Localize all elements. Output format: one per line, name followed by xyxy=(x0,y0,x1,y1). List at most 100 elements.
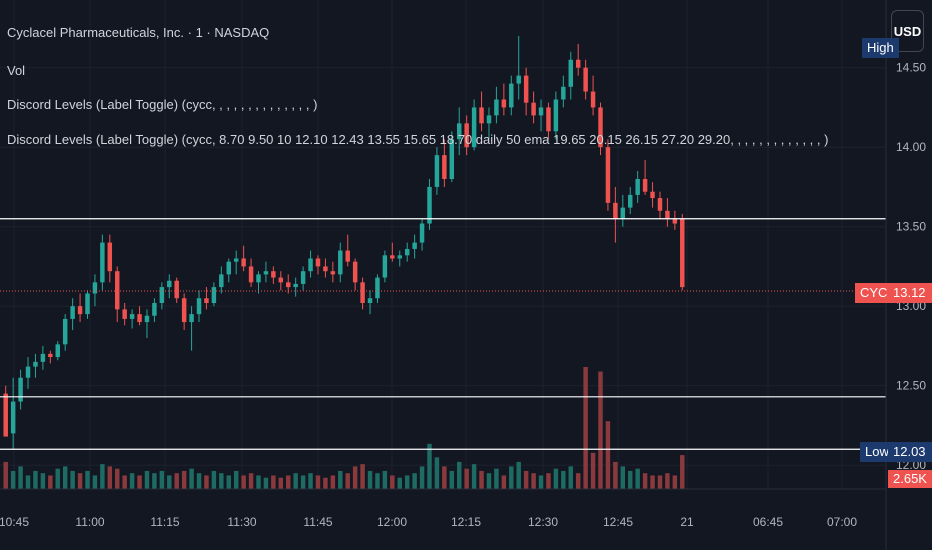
volume-bar xyxy=(241,475,246,489)
volume-bar xyxy=(248,473,254,489)
volume-bar xyxy=(419,466,425,489)
candle-body xyxy=(509,83,514,108)
chart-grid xyxy=(0,0,886,489)
volume-bars xyxy=(3,367,685,489)
candle-body xyxy=(419,223,425,243)
volume-bar xyxy=(575,473,581,489)
candle-body xyxy=(144,315,150,323)
candle-body xyxy=(233,258,239,262)
volume-bar xyxy=(189,468,194,489)
volume-bar xyxy=(457,461,462,489)
volume-bar xyxy=(613,461,618,489)
volume-bar xyxy=(115,468,120,489)
candle-body xyxy=(412,242,417,249)
candle-body xyxy=(40,353,46,362)
time-tick-label: 11:45 xyxy=(303,515,332,529)
volume-bar xyxy=(501,475,507,489)
candle-body xyxy=(672,218,678,224)
volume-bar xyxy=(546,473,551,489)
time-tick-label: 12:30 xyxy=(528,515,558,529)
candle-body xyxy=(330,271,336,275)
volume-bar xyxy=(330,475,336,489)
time-tick-label: 07:00 xyxy=(827,515,857,529)
candle-body xyxy=(650,191,655,199)
candle-body xyxy=(352,261,358,283)
volume-bar xyxy=(397,477,402,489)
candle-body xyxy=(286,282,291,288)
volume-legend[interactable]: Vol xyxy=(7,63,26,78)
volume-bar xyxy=(605,421,611,489)
candle-body xyxy=(345,250,350,262)
candle-body xyxy=(211,287,217,304)
candle-body xyxy=(501,99,507,108)
candle-body xyxy=(471,107,477,148)
candle-body xyxy=(248,266,254,283)
volume-bar xyxy=(657,475,663,489)
candle-body xyxy=(263,271,269,275)
candles xyxy=(3,35,685,450)
volume-bar xyxy=(635,468,640,489)
indicator-legend-1[interactable]: Discord Levels (Label Toggle) (cycc, , ,… xyxy=(7,97,318,112)
volume-bar xyxy=(18,466,23,489)
volume-bar xyxy=(77,473,83,489)
chart-title[interactable]: Cyclacel Pharmaceuticals, Inc. · 1 · NAS… xyxy=(7,25,270,40)
time-tick-label: 11:15 xyxy=(150,515,179,529)
volume-bar xyxy=(471,464,477,489)
volume-bar xyxy=(509,466,514,489)
candle-body xyxy=(189,314,194,323)
candle-body xyxy=(620,207,626,219)
volume-bar xyxy=(568,466,573,489)
price-tick-label: 14.00 xyxy=(896,140,926,154)
volume-bar xyxy=(345,473,350,489)
indicator-legend-2[interactable]: Discord Levels (Label Toggle) (cycc, 8.7… xyxy=(7,132,829,147)
price-tick-label: 14.50 xyxy=(896,61,926,75)
volume-bar xyxy=(479,470,484,489)
time-axis[interactable]: 10:45 11:00 11:15 11:30 11:45 12:00 12:15 12:30… xyxy=(0,515,857,529)
volume-bar xyxy=(92,475,98,489)
volume-bar xyxy=(620,466,626,489)
volume-bar xyxy=(680,455,685,489)
low-label-tag: Low xyxy=(860,442,894,462)
candle-body xyxy=(665,210,670,219)
candle-body xyxy=(561,86,566,100)
candle-body xyxy=(531,102,536,116)
volume-bar xyxy=(590,452,596,489)
volume-bar xyxy=(494,468,499,489)
volume-bar xyxy=(650,475,655,489)
volume-bar xyxy=(263,477,269,489)
candle-body xyxy=(241,258,246,267)
candle-body xyxy=(100,242,105,283)
volume-bar xyxy=(137,475,142,489)
volume-bar xyxy=(531,473,536,489)
candle-body xyxy=(583,67,588,92)
volume-bar xyxy=(219,473,224,489)
volume-bar xyxy=(642,473,648,489)
candle-body xyxy=(107,242,113,272)
low-price-tag: 12.03 xyxy=(888,442,932,462)
candle-body xyxy=(628,194,633,208)
time-tick-label: 11:00 xyxy=(75,515,104,529)
currency-button[interactable]: USD xyxy=(891,10,924,52)
volume-bar xyxy=(583,367,588,489)
volume-bar xyxy=(129,473,135,489)
candle-body xyxy=(55,344,60,358)
time-tick-label: 11:30 xyxy=(227,515,256,529)
candle-body xyxy=(174,280,179,299)
volume-bar xyxy=(144,470,150,489)
volume-bar xyxy=(122,475,127,489)
candle-body xyxy=(382,255,388,278)
volume-bar xyxy=(561,470,566,489)
candle-body xyxy=(680,218,685,288)
volume-bar xyxy=(100,464,105,489)
candle-body xyxy=(598,107,603,148)
candle-body xyxy=(62,318,68,345)
volume-bar xyxy=(174,473,179,489)
volume-value-tag: 2.65K xyxy=(888,470,932,488)
candle-body xyxy=(115,271,120,310)
candle-body xyxy=(152,303,157,316)
volume-bar xyxy=(211,470,217,489)
candle-body xyxy=(85,293,90,315)
candle-body xyxy=(25,366,31,378)
